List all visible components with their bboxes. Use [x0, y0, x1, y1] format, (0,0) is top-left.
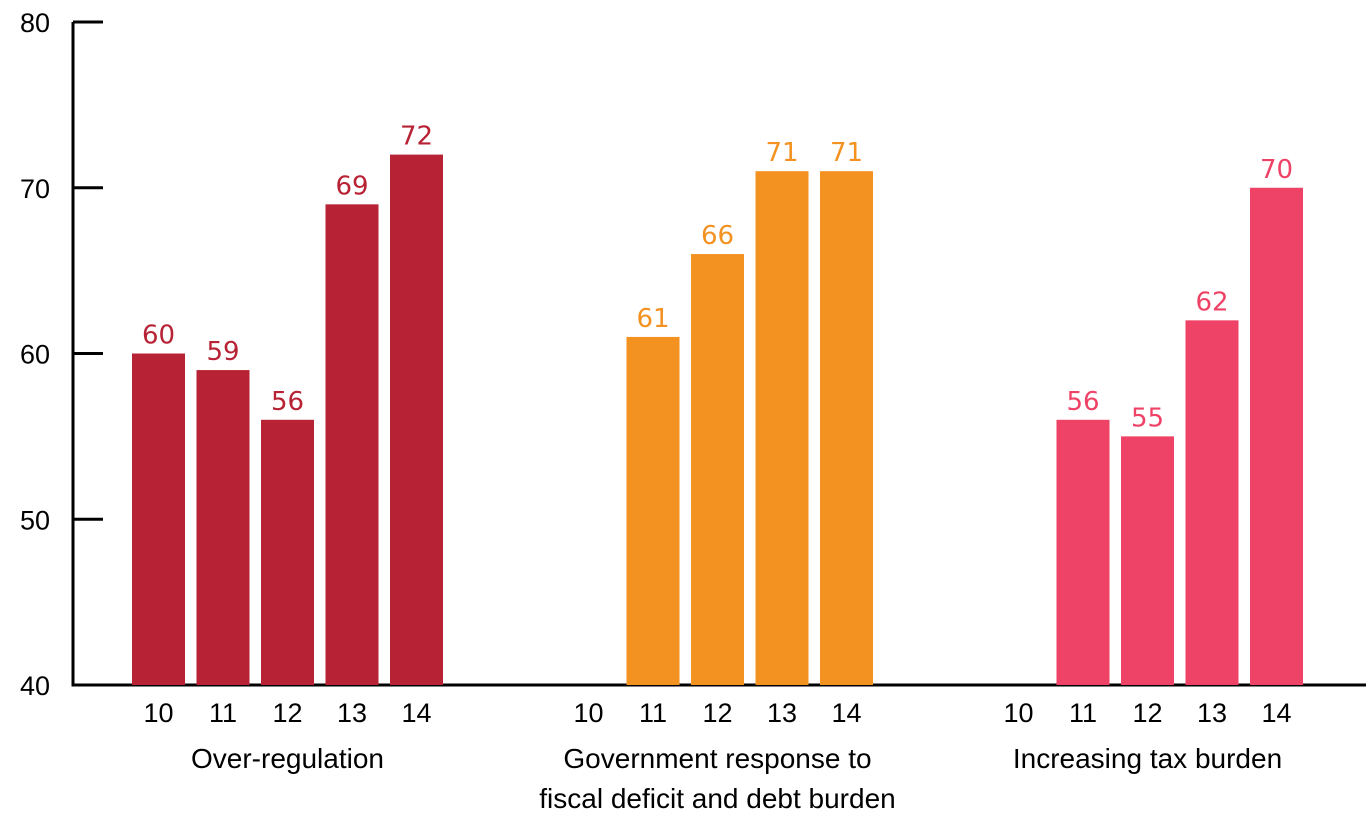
category-label: fiscal deficit and debt burden: [539, 783, 895, 813]
x-tick-label: 13: [1197, 698, 1227, 728]
bar: [1185, 320, 1239, 685]
bar-value-label: 62: [1195, 287, 1228, 317]
bar-value-label: 69: [335, 171, 368, 201]
bars: [132, 154, 1303, 686]
bar-value-label: 60: [142, 321, 175, 351]
bar: [132, 353, 185, 685]
bar-value-label: 72: [400, 122, 433, 152]
x-tick-label: 11: [639, 698, 667, 728]
bar-value-label: 61: [636, 304, 669, 334]
x-tick-label: 12: [272, 698, 302, 728]
bar-value-label: 59: [206, 337, 239, 367]
bar: [691, 254, 744, 686]
x-tick-label: 14: [1261, 698, 1291, 728]
y-tick-label: 40: [20, 671, 50, 701]
x-tick-label: 14: [831, 698, 861, 728]
bar: [755, 171, 809, 686]
bar-value-label: 56: [1066, 387, 1099, 417]
bar: [820, 171, 873, 686]
x-tick-label: 10: [143, 698, 173, 728]
y-tick-label: 50: [20, 505, 50, 535]
bar: [261, 419, 314, 685]
x-tick-label: 14: [401, 698, 431, 728]
y-tick-label: 80: [20, 8, 50, 38]
x-tick-label: 11: [1069, 698, 1097, 728]
category-label: Government response to: [563, 743, 871, 774]
bar: [390, 154, 443, 686]
bar: [1121, 436, 1174, 685]
bar: [1056, 419, 1110, 685]
x-tick-label: 13: [337, 698, 367, 728]
bar: [626, 336, 680, 685]
y-tick-label: 60: [20, 340, 50, 370]
bar: [325, 204, 379, 685]
category-label: Increasing tax burden: [1013, 743, 1282, 774]
x-tick-label: 12: [1132, 698, 1162, 728]
bar: [196, 370, 250, 685]
labels: 60 10 59 11 56 12 69 13 72 14 Over-regulation 10 61 1…: [142, 122, 1293, 813]
y-tick-label: 70: [20, 174, 50, 204]
x-tick-label: 11: [209, 698, 237, 728]
bar: [1250, 187, 1303, 685]
x-tick-label: 12: [702, 698, 732, 728]
bar-value-label: 71: [765, 138, 798, 168]
bar-value-label: 55: [1131, 403, 1164, 433]
bar-value-label: 66: [701, 221, 734, 251]
x-tick-label: 10: [1003, 698, 1033, 728]
bar-value-label: 71: [830, 138, 863, 168]
x-tick-label: 13: [767, 698, 797, 728]
category-label: Over-regulation: [191, 743, 384, 774]
bar-value-label: 56: [271, 387, 304, 417]
x-tick-label: 10: [573, 698, 603, 728]
bar-value-label: 70: [1260, 155, 1293, 185]
